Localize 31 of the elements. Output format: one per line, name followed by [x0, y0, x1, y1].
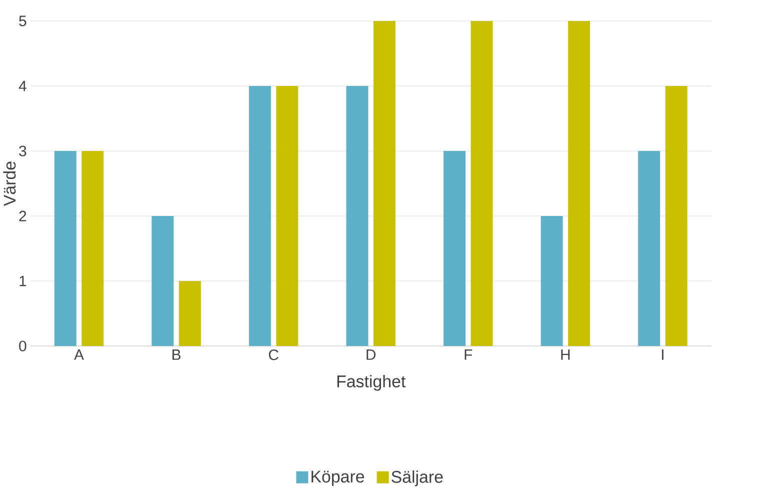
bar: [54, 151, 76, 346]
y-axis-title: Värde: [3, 162, 16, 206]
x-tick-label: F: [464, 350, 472, 360]
y-tick-label: 0: [19, 340, 26, 352]
bar: [638, 151, 660, 346]
bar: [248, 86, 271, 346]
x-tick-label: A: [74, 350, 84, 360]
x-tick-label: I: [662, 350, 664, 360]
legend-label: Köpare: [312, 470, 364, 486]
y-tick-label: 3: [19, 146, 26, 156]
x-axis-title: Fastighet: [337, 374, 406, 391]
y-tick-label: 2: [19, 210, 26, 222]
x-tick-label: H: [561, 350, 570, 360]
bar: [540, 216, 563, 346]
bar: [665, 86, 688, 346]
x-tick-label: D: [366, 350, 376, 360]
bar: [346, 86, 368, 346]
bar: [276, 86, 298, 346]
bar: [82, 151, 104, 346]
bar: [152, 216, 174, 346]
bar: [470, 20, 493, 346]
y-tick-label: 1: [20, 276, 26, 286]
x-tick-label: C: [268, 350, 278, 360]
bar: [568, 20, 590, 346]
bar: [178, 281, 201, 346]
bar: [373, 20, 396, 346]
y-tick-label: 4: [18, 80, 26, 92]
x-tick-label: B: [172, 350, 180, 360]
legend-label: Säljare: [392, 470, 443, 486]
bar: [444, 151, 466, 346]
y-tick-label: 5: [19, 16, 26, 26]
